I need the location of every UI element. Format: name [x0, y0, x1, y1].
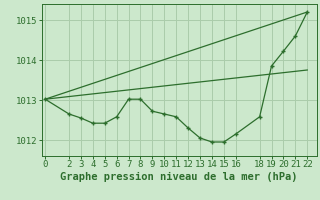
- X-axis label: Graphe pression niveau de la mer (hPa): Graphe pression niveau de la mer (hPa): [60, 172, 298, 182]
